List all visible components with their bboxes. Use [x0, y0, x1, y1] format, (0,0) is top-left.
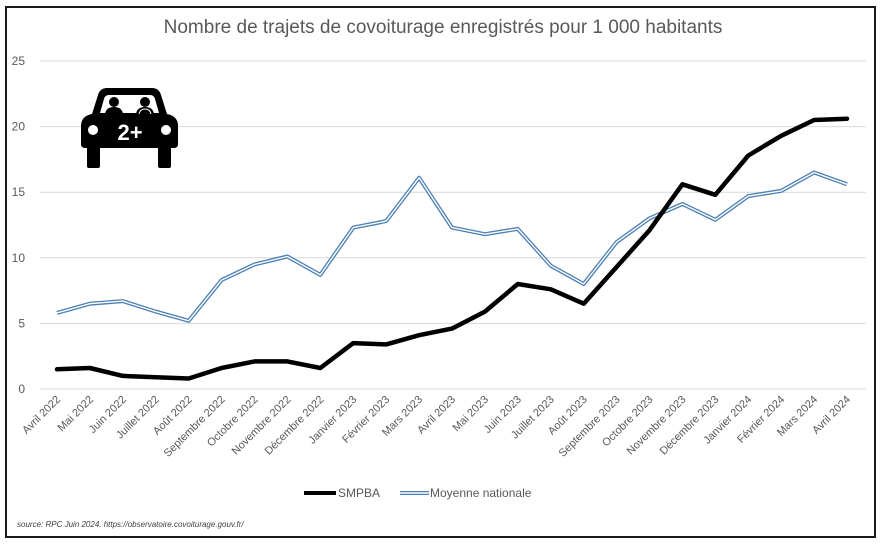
gridlines: [40, 60, 866, 390]
x-tick-label: Avril 2022: [20, 394, 63, 437]
chart-frame: [5, 6, 876, 538]
series-lines: [54, 116, 850, 381]
x-tick-label: Novembre 2023: [625, 394, 689, 458]
carpool-icon-label: 2+: [117, 120, 142, 145]
y-axis-ticks: 0 5 10 15 20 25: [12, 54, 26, 396]
y-tick-label: 10: [12, 251, 26, 265]
y-tick-label: 0: [18, 382, 25, 396]
x-tick-label: Décembre 2023: [658, 394, 722, 458]
legend: SMPBA Moyenne nationale: [304, 486, 532, 500]
legend-label-moyenne: Moyenne nationale: [430, 486, 532, 500]
y-tick-label: 20: [12, 120, 26, 134]
series-line-smpba: [54, 116, 850, 381]
legend-label-smpba: SMPBA: [338, 486, 380, 500]
series-line-moyenne-nationale: [56, 170, 848, 323]
series-line-moyenne-nationale-core: [56, 171, 848, 322]
chart-title: Nombre de trajets de covoiturage enregis…: [163, 17, 723, 38]
y-tick-label: 15: [12, 185, 26, 199]
carpool-car-icon: 2+: [81, 88, 178, 168]
x-tick-label: Décembre 2022: [263, 394, 327, 458]
y-tick-label: 25: [12, 54, 26, 68]
x-tick-label: Novembre 2022: [230, 394, 294, 458]
source-note: source: RPC Juin 2024. https://observato…: [17, 520, 244, 529]
y-tick-label: 5: [18, 316, 25, 330]
